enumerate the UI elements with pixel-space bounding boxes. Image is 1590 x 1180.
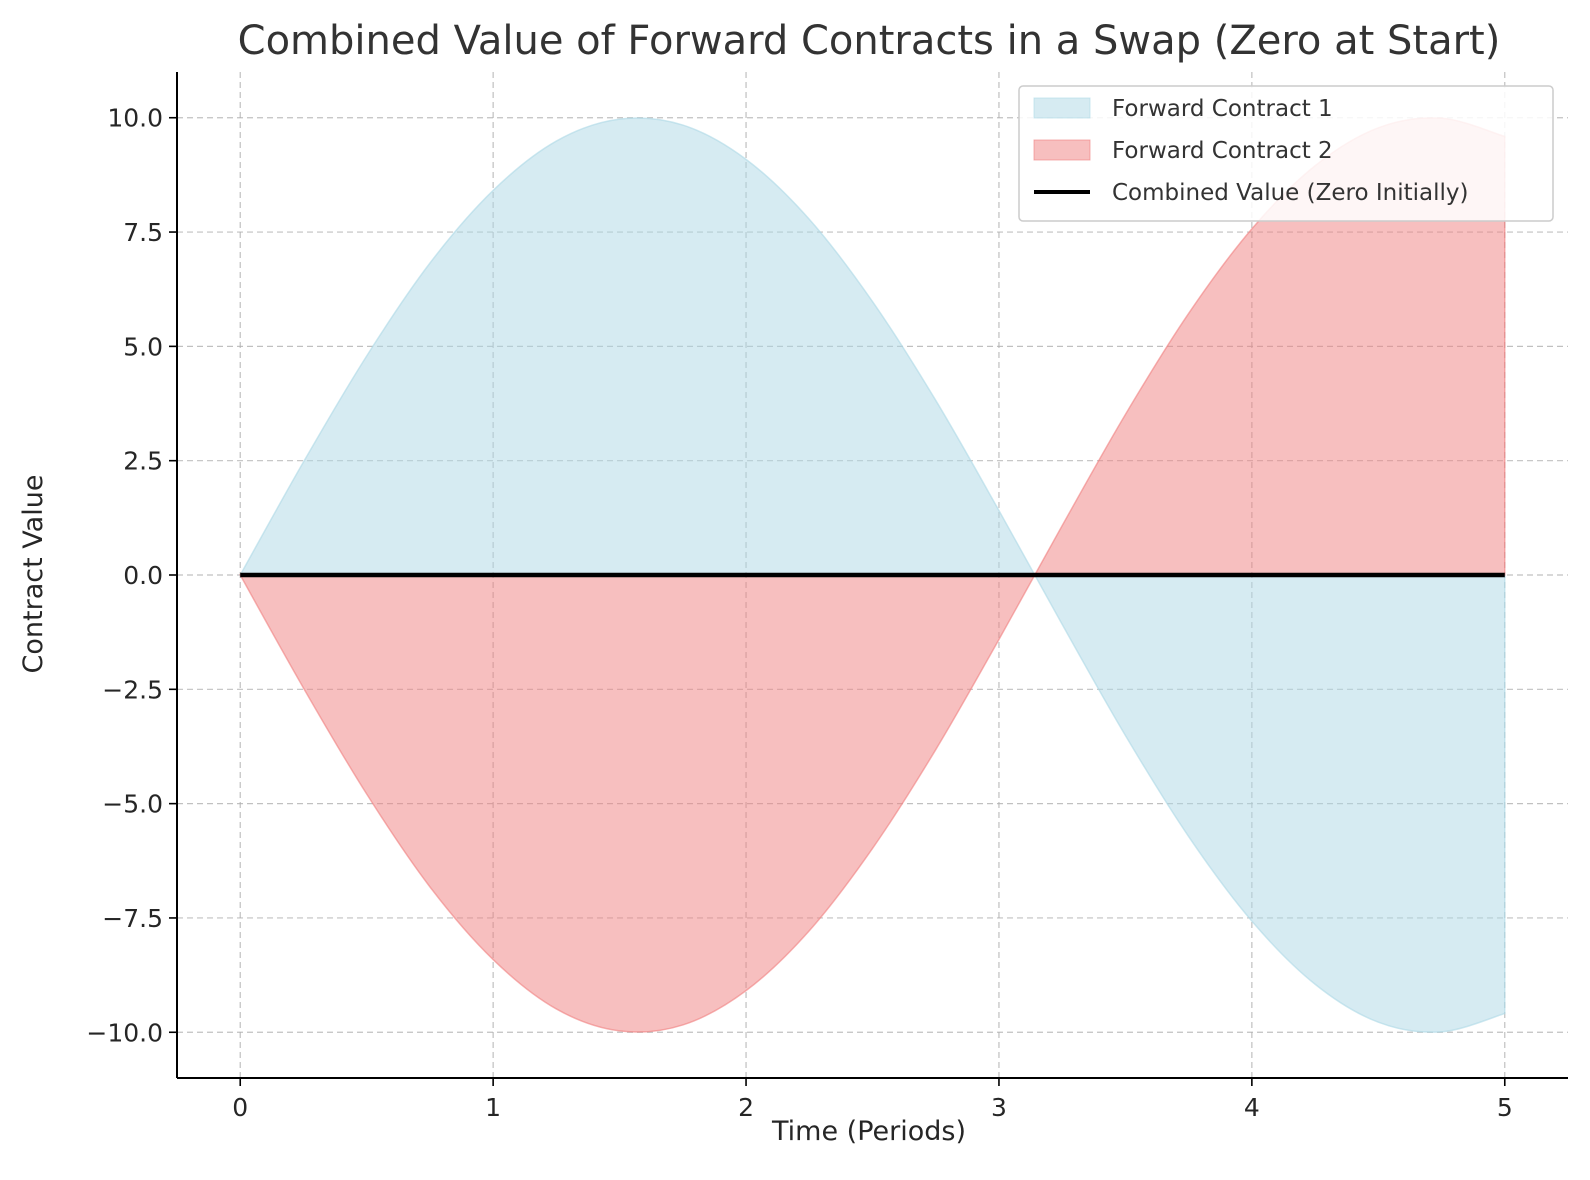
x-tick-label: 4 (1244, 1093, 1260, 1122)
tick-labels: 0 1 2 3 4 5 10.0 7.5 5.0 2.5 0.0 −2.5 −5.0 −7.5 −10.0 (86, 104, 1512, 1122)
legend-swatch-forward-contract-1 (1033, 97, 1091, 119)
y-tick-label: −7.5 (102, 904, 163, 933)
y-tick-label: 0.0 (123, 561, 163, 590)
y-axis-title: Contract Value (18, 475, 49, 674)
plot-areas (238, 117, 1506, 1033)
legend-label-forward-contract-2: Forward Contract 2 (1112, 138, 1333, 164)
x-axis-title: Time (Periods) (771, 1116, 966, 1147)
y-tick-label: −2.5 (102, 675, 163, 704)
y-tick-label: −5.0 (102, 790, 163, 819)
y-tick-label: −10.0 (86, 1018, 163, 1047)
y-tick-label: 10.0 (107, 104, 163, 133)
x-tick-label: 2 (738, 1093, 754, 1122)
y-tick-label: 5.0 (123, 332, 163, 361)
x-tick-label: 0 (232, 1093, 248, 1122)
legend-label-forward-contract-1: Forward Contract 1 (1112, 96, 1333, 122)
x-tick-label: 5 (1497, 1093, 1513, 1122)
y-tick-label: 7.5 (123, 218, 163, 247)
legend-frame (1018, 85, 1554, 222)
legend: Forward Contract 1 Forward Contract 2 Co… (1018, 85, 1554, 222)
legend-label-combined-value: Combined Value (Zero Initially) (1112, 180, 1468, 206)
y-tick-label: 2.5 (123, 447, 163, 476)
area-forward-contract-1 (238, 117, 1506, 1033)
x-tick-label: 3 (991, 1093, 1007, 1122)
legend-swatch-forward-contract-2 (1033, 139, 1091, 161)
axes (169, 72, 1568, 1086)
chart-title: Combined Value of Forward Contracts in a… (238, 18, 1501, 64)
x-tick-label: 1 (485, 1093, 501, 1122)
